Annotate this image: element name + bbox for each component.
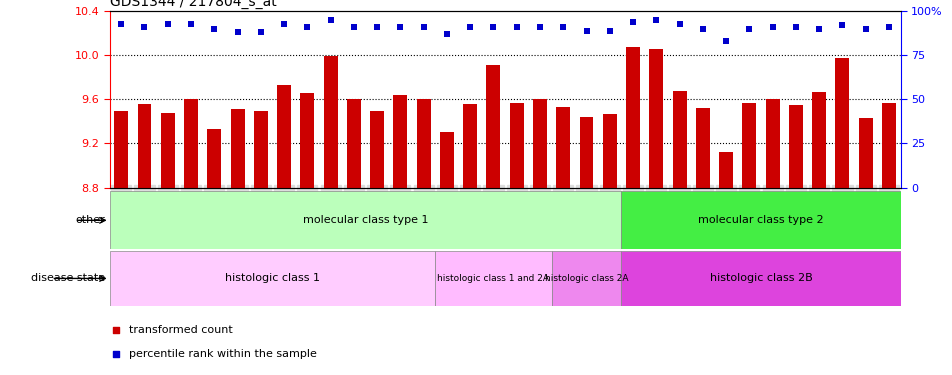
- Point: [881, 24, 896, 30]
- Bar: [347, 99, 361, 188]
- Point: [183, 21, 198, 27]
- Bar: [742, 103, 756, 188]
- Point: [578, 28, 593, 34]
- Point: [486, 24, 501, 30]
- Bar: [811, 92, 825, 188]
- Bar: [509, 103, 524, 188]
- Bar: [109, 191, 621, 249]
- Point: [857, 26, 872, 32]
- Point: [299, 24, 314, 30]
- Bar: [324, 56, 337, 188]
- Point: [764, 24, 780, 30]
- Bar: [486, 65, 500, 188]
- Point: [346, 24, 361, 30]
- Bar: [672, 91, 685, 188]
- Bar: [208, 129, 221, 188]
- Bar: [277, 85, 290, 188]
- Point: [392, 24, 407, 30]
- Point: [555, 24, 570, 30]
- Point: [602, 28, 617, 34]
- Text: molecular class type 2: molecular class type 2: [698, 215, 823, 225]
- Bar: [253, 111, 268, 188]
- Text: histologic class 2B: histologic class 2B: [709, 273, 811, 284]
- Bar: [648, 49, 663, 188]
- Point: [625, 19, 640, 25]
- Point: [109, 327, 124, 333]
- Bar: [621, 251, 900, 306]
- Text: transformed count: transformed count: [129, 325, 232, 335]
- Point: [671, 21, 686, 27]
- Text: other: other: [75, 215, 105, 225]
- Point: [109, 351, 124, 357]
- Point: [253, 29, 268, 35]
- Point: [834, 22, 849, 28]
- Text: molecular class type 1: molecular class type 1: [303, 215, 427, 225]
- Bar: [621, 191, 900, 249]
- Bar: [603, 114, 616, 188]
- Point: [648, 17, 664, 23]
- Point: [323, 17, 338, 23]
- Bar: [463, 104, 477, 188]
- Point: [416, 24, 431, 30]
- Point: [694, 26, 709, 32]
- Bar: [881, 103, 895, 188]
- Point: [439, 31, 454, 37]
- Point: [811, 26, 826, 32]
- Bar: [551, 251, 621, 306]
- Bar: [532, 99, 546, 188]
- Text: histologic class 2A: histologic class 2A: [545, 274, 627, 283]
- Bar: [369, 111, 384, 188]
- Text: histologic class 1 and 2A: histologic class 1 and 2A: [437, 274, 549, 283]
- Bar: [416, 99, 430, 188]
- Point: [532, 24, 547, 30]
- Bar: [161, 112, 174, 188]
- Bar: [858, 118, 872, 188]
- Point: [787, 24, 803, 30]
- Point: [229, 29, 245, 35]
- Point: [276, 21, 291, 27]
- Bar: [393, 95, 407, 188]
- Bar: [137, 104, 151, 188]
- Point: [718, 38, 733, 44]
- Point: [137, 24, 152, 30]
- Point: [741, 26, 756, 32]
- Bar: [556, 107, 569, 188]
- Bar: [788, 105, 802, 188]
- Text: GDS1344 / 217804_s_at: GDS1344 / 217804_s_at: [109, 0, 276, 9]
- Bar: [440, 132, 453, 188]
- Point: [369, 24, 385, 30]
- Bar: [230, 109, 245, 188]
- Bar: [300, 93, 314, 188]
- Bar: [579, 117, 593, 188]
- Point: [160, 21, 175, 27]
- Point: [207, 26, 222, 32]
- Bar: [109, 251, 435, 306]
- Text: disease state: disease state: [30, 273, 105, 284]
- Point: [462, 24, 477, 30]
- Bar: [625, 46, 640, 188]
- Bar: [184, 99, 198, 188]
- Bar: [835, 57, 848, 188]
- Bar: [114, 111, 129, 188]
- Text: percentile rank within the sample: percentile rank within the sample: [129, 350, 316, 359]
- Bar: [695, 108, 709, 188]
- Bar: [764, 99, 779, 188]
- Bar: [435, 251, 551, 306]
- Bar: [719, 152, 732, 188]
- Point: [508, 24, 524, 30]
- Point: [113, 21, 129, 27]
- Text: histologic class 1: histologic class 1: [225, 273, 320, 284]
